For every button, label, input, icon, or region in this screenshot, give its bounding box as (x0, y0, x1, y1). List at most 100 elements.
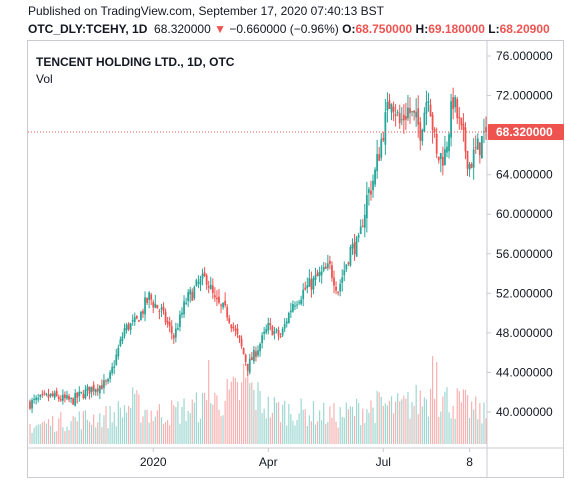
candle-body (86, 386, 89, 391)
volume-bar (390, 396, 393, 444)
volume-bar (374, 423, 376, 444)
volume-bar (230, 381, 232, 444)
volume-bar (138, 394, 140, 444)
volume-bar (296, 419, 298, 444)
candle-body (306, 285, 309, 289)
volume-bar (140, 422, 142, 444)
volume-bar (364, 423, 366, 444)
volume-bar (265, 418, 267, 444)
candle-body (450, 101, 452, 138)
candle-body (222, 302, 224, 308)
candle-body (302, 289, 305, 300)
volume-bar (392, 413, 395, 444)
volume-bar (41, 422, 43, 444)
volume-bar (397, 393, 399, 444)
candle-body (326, 263, 329, 268)
volume-bar (245, 377, 247, 444)
candle-body (300, 299, 303, 304)
volume-bar (185, 420, 187, 444)
candle-body (119, 339, 122, 346)
volume-bar (115, 426, 117, 444)
volume-bar (179, 423, 181, 444)
candle-body (407, 107, 409, 119)
volume-bar (370, 400, 372, 444)
volume-bar (427, 416, 430, 444)
candle-body (92, 384, 95, 392)
candle-body (90, 386, 93, 393)
volume-bar (333, 403, 335, 444)
candle-body (388, 100, 391, 109)
candle-body (168, 322, 171, 327)
candle-body (269, 323, 272, 326)
candle-body (363, 214, 366, 228)
candle-body (304, 287, 307, 290)
candle-body (314, 275, 317, 280)
candle-body (392, 106, 395, 112)
volume-bar (471, 401, 473, 444)
candle-body (172, 335, 175, 339)
volume-bar (195, 392, 197, 444)
candle-body (220, 304, 222, 306)
volume-bar (312, 401, 315, 444)
volume-bar (105, 406, 107, 444)
volume-bar (125, 412, 128, 444)
candle-body (257, 350, 259, 356)
candle-body (64, 394, 66, 399)
volume-bar (183, 398, 185, 444)
symbol: OTC_DLY:TCEHY, 1D (28, 22, 148, 36)
candle-body (281, 328, 284, 336)
volume-bar (86, 419, 89, 444)
candle-body (121, 336, 124, 341)
volume-bar (316, 421, 319, 444)
candle-body (287, 312, 290, 323)
volume-bar (212, 404, 214, 444)
volume-bar (378, 392, 380, 444)
candle-body (94, 389, 97, 393)
candle-body (468, 164, 471, 170)
volume-bar (415, 384, 417, 444)
volume-bar (440, 411, 442, 444)
candle-body (59, 399, 62, 401)
candle-body (345, 264, 348, 270)
volume-bar (329, 406, 331, 444)
volume-bar (257, 382, 259, 444)
chart-frame (27, 40, 564, 478)
published-info: Published on TradingView.com, September … (28, 4, 385, 18)
volume-bar (372, 407, 374, 444)
candle-body (275, 329, 278, 331)
volume-bar (234, 378, 237, 444)
volume-bar (101, 427, 103, 444)
candle-body (133, 317, 136, 323)
candle-body (72, 398, 75, 405)
volume-bar (29, 424, 31, 444)
volume-bar (127, 405, 130, 444)
candle-body (211, 285, 214, 294)
volume-bar (47, 419, 50, 444)
volume-bar (450, 418, 452, 444)
candle-body (144, 297, 146, 315)
volume-bar (345, 402, 347, 444)
candle-body (107, 379, 109, 382)
candle-body (411, 111, 413, 113)
volume-bar (399, 401, 401, 444)
candle-body (462, 123, 465, 130)
low-value: 68.20900 (499, 22, 550, 36)
candle-body (404, 116, 407, 120)
candle-body (111, 367, 114, 373)
volume-bar (339, 407, 341, 444)
candle-body (435, 133, 438, 154)
candle-body (437, 156, 440, 161)
volume-bar (327, 422, 329, 444)
candle-body (228, 318, 231, 323)
candle-body (444, 149, 446, 165)
candle-body (452, 97, 455, 109)
volume-bar (99, 413, 101, 444)
candle-body (53, 392, 56, 398)
volume-bar (294, 425, 296, 444)
candle-body (466, 150, 469, 169)
candle-body (197, 282, 200, 284)
candle-body (205, 275, 208, 285)
candle-body (413, 110, 416, 113)
candle-body (398, 113, 401, 124)
